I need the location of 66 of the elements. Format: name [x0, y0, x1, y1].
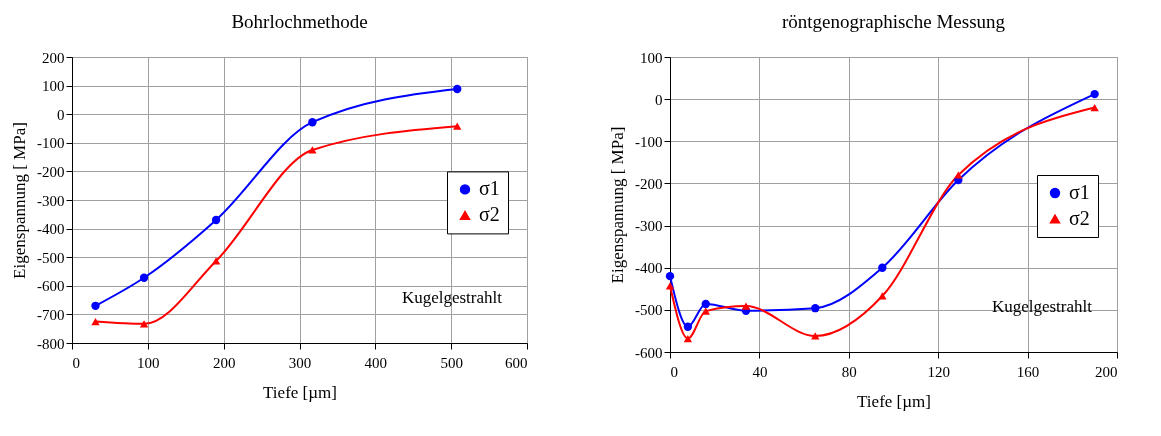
point [701, 299, 710, 309]
x-tick-label: 120 [927, 363, 950, 380]
y-tick-label: -300 [635, 218, 663, 235]
x-tick-label: 100 [137, 354, 160, 371]
x-tick-label: 300 [288, 354, 312, 371]
x-tick-label: 80 [841, 363, 857, 380]
y-axis-title: Eigenspannung [ MPa] [608, 126, 627, 284]
annotation: Kugelgestrahlt [991, 297, 1093, 316]
y-tick-label: -100 [37, 135, 65, 152]
annotation: Kugelgestrahlt [401, 288, 503, 307]
x-tick-label: 600 [505, 354, 528, 371]
x-axis-title: Tiefe [µm] [263, 382, 337, 402]
point [683, 334, 693, 343]
x-tick-label: 500 [440, 354, 463, 371]
y-tick-label: 0 [655, 91, 663, 108]
x-tick-label: 0 [72, 354, 80, 371]
y-tick-label: -200 [635, 175, 663, 192]
y-tick-label: -800 [37, 335, 65, 352]
x-tick-label: 0 [670, 363, 678, 380]
point [453, 122, 462, 130]
x-axis-title: Tiefe [µm] [857, 391, 931, 411]
point [683, 322, 693, 331]
y-tick-label: 100 [42, 78, 65, 95]
y-tick-label: -100 [635, 133, 663, 150]
y-tick-label: 0 [57, 106, 65, 123]
point [811, 304, 820, 313]
point [139, 273, 149, 282]
point [878, 292, 887, 300]
y-tick-label: -500 [635, 302, 663, 319]
chart-title: röntgenographische Messung [781, 11, 1006, 32]
x-tick-label: 400 [364, 354, 388, 371]
point [91, 317, 100, 326]
legend-label: σ1 [1069, 181, 1090, 203]
y-tick-label: -200 [37, 163, 65, 180]
point [954, 171, 963, 179]
point [701, 307, 710, 315]
point [91, 301, 100, 310]
y-tick-label: 200 [42, 49, 65, 66]
point [211, 215, 221, 225]
x-tick-label: 160 [1016, 363, 1040, 380]
point [211, 257, 221, 265]
y-tick-label: -500 [37, 249, 65, 266]
x-tick-label: 200 [1095, 363, 1118, 380]
legend-label: σ2 [1069, 207, 1090, 229]
chart-title: Bohrlochmethode [231, 11, 368, 32]
point [308, 118, 317, 127]
point [811, 332, 820, 340]
y-tick-label: -700 [37, 306, 65, 323]
point [1090, 103, 1099, 112]
point [741, 302, 751, 310]
y-tick-label: -600 [37, 278, 65, 295]
y-tick-label: -400 [37, 221, 65, 238]
y-tick-label: -400 [635, 260, 663, 277]
legend-label: σ2 [479, 203, 500, 226]
y-tick-label: -600 [635, 344, 663, 361]
legend-label: σ1 [479, 177, 500, 200]
y-axis-title: Eigenspannung [ MPa] [10, 122, 29, 279]
y-tick-label: 100 [640, 49, 663, 66]
point [453, 84, 462, 94]
x-tick-label: 200 [212, 354, 236, 371]
x-tick-label: 40 [752, 363, 768, 380]
point [1090, 89, 1099, 99]
point [878, 263, 887, 272]
y-tick-label: -300 [37, 192, 65, 209]
point [308, 146, 317, 154]
point [665, 271, 675, 281]
